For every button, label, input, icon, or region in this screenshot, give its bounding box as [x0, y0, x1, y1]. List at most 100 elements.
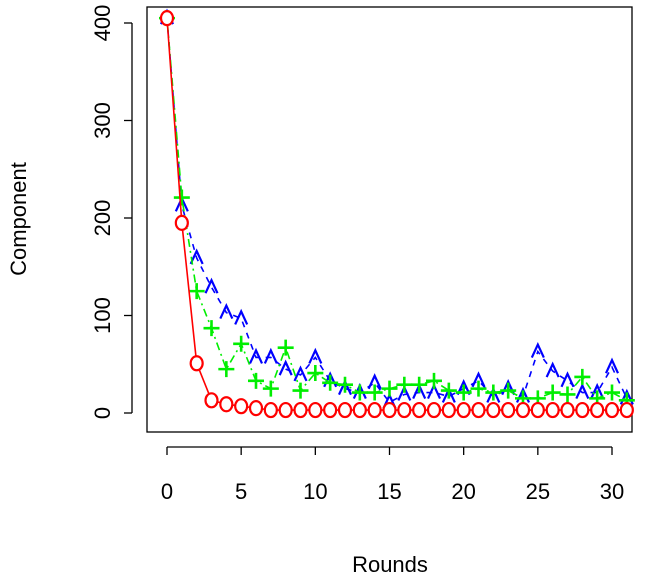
- data-point: [278, 359, 293, 376]
- data-point: [307, 365, 324, 382]
- data-point: [189, 355, 204, 372]
- data-point: [530, 341, 545, 359]
- x-tick-label: 15: [377, 479, 401, 504]
- data-point: [263, 347, 278, 364]
- data-point: [234, 398, 249, 415]
- data-point: [456, 379, 471, 396]
- series-layer: [159, 8, 635, 419]
- y-axis-label: Component: [6, 162, 31, 276]
- y-tick-label: 100: [90, 297, 115, 334]
- data-point: [337, 401, 353, 419]
- data-point: [605, 357, 619, 374]
- data-point: [263, 401, 278, 419]
- data-point: [308, 347, 323, 364]
- data-point: [455, 384, 472, 401]
- data-point: [515, 401, 531, 419]
- data-point: [218, 361, 235, 378]
- data-point: [277, 339, 294, 356]
- x-tick-label: 30: [600, 479, 624, 504]
- data-point: [204, 277, 219, 294]
- data-point: [367, 401, 382, 419]
- x-axis: 0 5 10 15 20 25 30: [161, 446, 624, 504]
- data-point: [604, 384, 620, 401]
- data-point: [560, 401, 575, 419]
- data-point: [173, 189, 190, 206]
- x-axis-label: Rounds: [352, 552, 428, 577]
- data-point: [234, 308, 249, 325]
- data-point: [396, 376, 413, 393]
- x-tick-label: 0: [161, 479, 173, 504]
- data-point: [203, 320, 220, 337]
- data-point: [248, 372, 264, 389]
- series-1: [159, 10, 635, 409]
- data-point: [219, 302, 234, 320]
- data-point: [441, 401, 456, 419]
- data-point: [219, 396, 234, 413]
- y-tick-label: 400: [90, 5, 115, 42]
- data-point: [382, 401, 397, 419]
- data-point: [590, 401, 605, 419]
- data-point: [204, 392, 219, 409]
- data-point: [575, 382, 590, 399]
- series-0: [160, 8, 634, 409]
- data-point: [575, 401, 590, 419]
- data-point: [590, 382, 605, 399]
- data-point: [248, 400, 264, 417]
- x-tick-label: 10: [303, 479, 327, 504]
- data-point: [367, 373, 382, 390]
- data-point: [440, 382, 457, 399]
- data-point: [485, 384, 502, 401]
- data-point: [471, 401, 486, 419]
- data-point: [293, 401, 308, 419]
- data-point: [501, 401, 516, 419]
- data-point: [545, 361, 560, 378]
- series-line: [166, 18, 628, 404]
- data-point: [397, 401, 412, 419]
- data-point: [604, 401, 620, 419]
- x-tick-label: 25: [526, 479, 550, 504]
- data-point: [619, 401, 634, 419]
- plot-frame: [146, 6, 633, 433]
- data-point: [249, 347, 263, 364]
- series-2: [159, 10, 634, 419]
- data-point: [560, 371, 575, 388]
- data-point: [366, 384, 383, 401]
- y-tick-label: 200: [90, 200, 115, 237]
- data-point: [500, 382, 517, 399]
- data-point: [159, 10, 175, 27]
- data-point: [322, 374, 339, 391]
- data-point: [381, 380, 398, 397]
- data-point: [352, 401, 367, 419]
- data-point: [426, 372, 442, 389]
- data-point: [530, 401, 545, 419]
- data-point: [278, 401, 293, 419]
- y-tick-label: 0: [90, 407, 115, 419]
- data-point: [293, 365, 308, 382]
- data-point: [426, 401, 442, 419]
- data-point: [559, 386, 576, 403]
- data-point: [471, 371, 486, 388]
- data-point: [337, 376, 353, 393]
- data-point: [174, 214, 189, 231]
- data-point: [412, 401, 427, 419]
- y-axis: 0 100 200 300 400: [90, 5, 133, 419]
- data-point: [189, 248, 204, 265]
- data-point: [323, 401, 338, 419]
- data-point: [411, 376, 428, 393]
- data-point: [351, 384, 368, 401]
- data-point: [544, 384, 561, 401]
- data-point: [188, 283, 205, 300]
- data-point: [486, 401, 501, 419]
- data-point: [574, 368, 591, 385]
- data-point: [470, 380, 487, 397]
- data-point: [456, 401, 471, 419]
- data-point: [233, 335, 250, 352]
- x-tick-label: 20: [451, 479, 475, 504]
- data-point: [308, 401, 323, 419]
- y-tick-label: 300: [90, 102, 115, 139]
- data-point: [292, 382, 309, 399]
- x-tick-label: 5: [235, 479, 247, 504]
- data-point: [262, 380, 279, 397]
- data-point: [545, 401, 560, 419]
